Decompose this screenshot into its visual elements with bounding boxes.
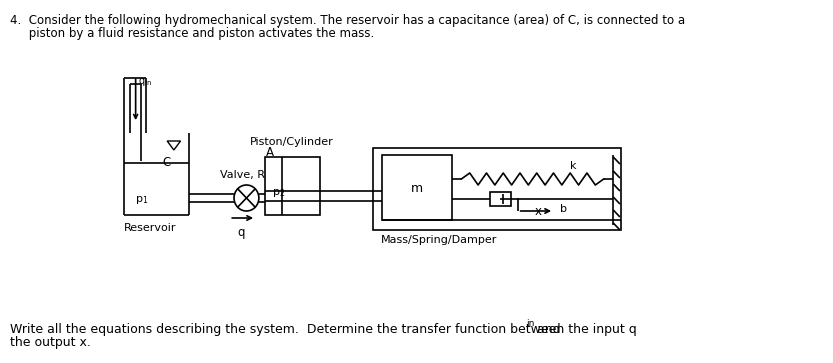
Text: A: A <box>266 146 273 159</box>
Text: Mass/Spring/Damper: Mass/Spring/Damper <box>382 235 497 245</box>
Text: b: b <box>560 204 567 214</box>
Text: Reservoir: Reservoir <box>124 223 177 233</box>
Bar <box>382 155 451 220</box>
Text: in: in <box>526 318 535 327</box>
Text: piston by a fluid resistance and piston activates the mass.: piston by a fluid resistance and piston … <box>9 27 374 40</box>
Text: x: x <box>534 205 541 218</box>
Text: the output x.: the output x. <box>9 336 91 349</box>
Bar <box>372 148 621 230</box>
Text: m: m <box>411 182 422 195</box>
Bar <box>490 192 511 206</box>
Text: Write all the equations describing the system.  Determine the transfer function : Write all the equations describing the s… <box>9 323 636 336</box>
Bar <box>265 157 320 215</box>
Text: Valve, R: Valve, R <box>220 170 265 180</box>
Text: k: k <box>570 161 576 171</box>
Text: 4.  Consider the following hydromechanical system. The reservoir has a capacitan: 4. Consider the following hydromechanica… <box>9 14 685 27</box>
Text: C: C <box>162 156 170 170</box>
Text: q$_{\mathregular{in}}$: q$_{\mathregular{in}}$ <box>137 76 152 88</box>
Text: and: and <box>533 323 561 336</box>
Text: Piston/Cylinder: Piston/Cylinder <box>249 137 333 147</box>
Text: q: q <box>237 226 244 239</box>
Text: p$_1$: p$_1$ <box>135 194 148 206</box>
Text: p$_2$: p$_2$ <box>272 187 286 199</box>
